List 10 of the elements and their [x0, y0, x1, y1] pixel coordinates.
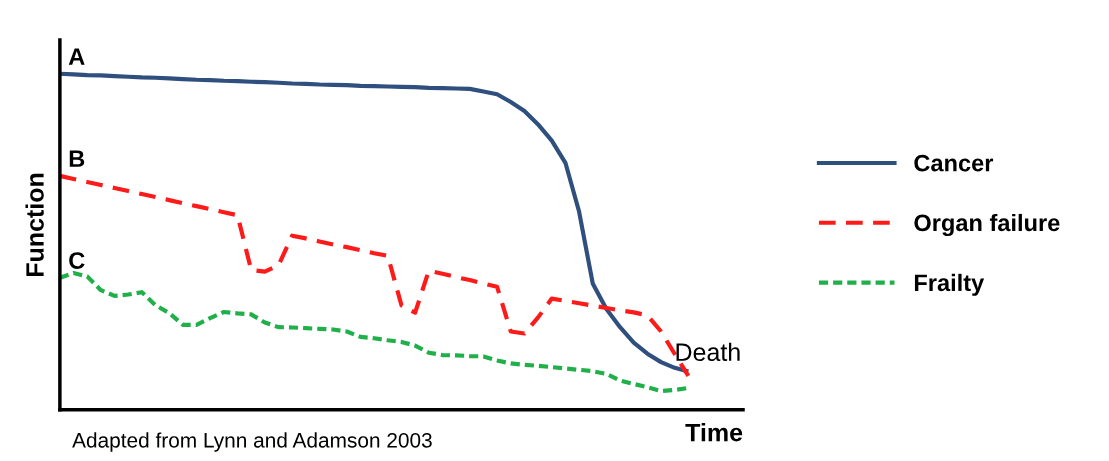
text: A	[68, 48, 85, 65]
legend-label: Frailty	[914, 273, 985, 296]
annotation: B	[69, 150, 85, 167]
legend-label: Cancer	[914, 154, 994, 172]
text: Adapted from Lynn and Adamson 2003	[72, 432, 432, 452]
annotation: C	[69, 252, 85, 269]
y-axis-title: Function	[25, 173, 44, 277]
x-axis-title: Time	[685, 423, 743, 442]
annotation: Death	[676, 342, 740, 362]
legend-label: Organ failure	[914, 213, 1060, 237]
